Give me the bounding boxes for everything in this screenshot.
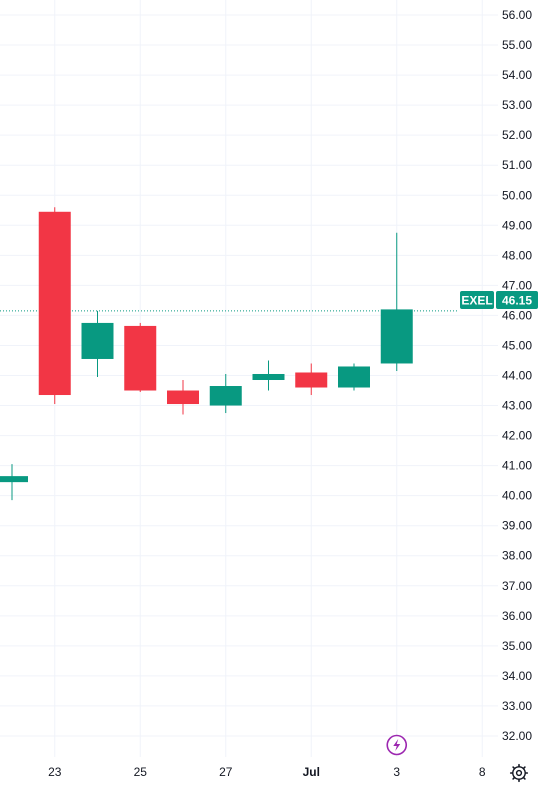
x-tick-label: 25 bbox=[134, 765, 148, 779]
y-tick-label: 48.00 bbox=[502, 248, 532, 262]
y-tick-label: 50.00 bbox=[502, 188, 532, 202]
candle[interactable] bbox=[167, 380, 199, 415]
candle[interactable] bbox=[380, 232, 413, 371]
y-tick-label: 41.00 bbox=[502, 459, 532, 473]
y-tick-label: 36.00 bbox=[502, 609, 532, 623]
y-tick-label: 35.00 bbox=[502, 639, 532, 653]
y-tick-label: 39.00 bbox=[502, 519, 532, 533]
x-tick-label: 8 bbox=[479, 765, 486, 779]
grid-lines bbox=[0, 0, 498, 757]
lightning-icon bbox=[393, 739, 401, 751]
y-tick-label: 38.00 bbox=[502, 549, 532, 563]
time-axis[interactable]: 23 25 27 Jul 3 8 bbox=[48, 765, 486, 779]
candle[interactable] bbox=[38, 207, 71, 405]
y-tick-label: 46.00 bbox=[502, 308, 532, 322]
y-tick-label: 33.00 bbox=[502, 699, 532, 713]
candle-body bbox=[124, 325, 157, 391]
symbol-badge bbox=[460, 291, 494, 309]
candle-body bbox=[295, 372, 328, 388]
y-tick-label: 49.00 bbox=[502, 218, 532, 232]
x-tick-label: 3 bbox=[393, 765, 400, 779]
candle[interactable] bbox=[81, 310, 114, 377]
candle-body bbox=[209, 386, 242, 406]
y-tick-label: 53.00 bbox=[502, 98, 532, 112]
y-tick-label: 43.00 bbox=[502, 399, 532, 413]
candles[interactable] bbox=[0, 207, 413, 501]
y-tick-label: 51.00 bbox=[502, 158, 532, 172]
candle-body bbox=[380, 309, 413, 364]
y-tick-label: 40.00 bbox=[502, 489, 532, 503]
candle-body bbox=[38, 211, 71, 396]
symbol-label: EXEL bbox=[461, 294, 492, 308]
y-tick-label: 55.00 bbox=[502, 38, 532, 52]
y-tick-label: 47.00 bbox=[502, 278, 532, 292]
candle[interactable] bbox=[338, 363, 370, 391]
candle-body bbox=[338, 366, 370, 388]
price-axis[interactable]: 56.00 55.00 54.00 53.00 52.00 51.00 50.00 49.00… bbox=[502, 8, 532, 743]
gear-icon[interactable] bbox=[509, 763, 529, 783]
price-badge: EXEL 46.15 bbox=[460, 291, 538, 309]
y-tick-label: 34.00 bbox=[502, 669, 532, 683]
candle[interactable] bbox=[124, 322, 157, 393]
y-tick-label: 56.00 bbox=[502, 8, 532, 22]
y-tick-label: 42.00 bbox=[502, 429, 532, 443]
candle[interactable] bbox=[0, 464, 28, 501]
y-tick-label: 45.00 bbox=[502, 338, 532, 352]
x-tick-label: Jul bbox=[303, 765, 320, 779]
y-tick-label: 37.00 bbox=[502, 579, 532, 593]
y-tick-label: 32.00 bbox=[502, 729, 532, 743]
candle-body bbox=[252, 373, 285, 381]
x-tick-label: 27 bbox=[219, 765, 233, 779]
candle[interactable] bbox=[295, 363, 328, 396]
candle[interactable] bbox=[252, 360, 285, 391]
last-price-badge bbox=[496, 291, 538, 309]
y-tick-label: 44.00 bbox=[502, 368, 532, 382]
candle-body bbox=[167, 390, 199, 405]
candle[interactable] bbox=[209, 373, 242, 414]
last-price-label: 46.15 bbox=[502, 294, 532, 308]
candle-body bbox=[81, 322, 114, 359]
event-marker[interactable] bbox=[386, 734, 408, 756]
candle-body bbox=[0, 476, 28, 483]
y-tick-label: 52.00 bbox=[502, 128, 532, 142]
y-tick-label: 54.00 bbox=[502, 68, 532, 82]
x-tick-label: 23 bbox=[48, 765, 62, 779]
